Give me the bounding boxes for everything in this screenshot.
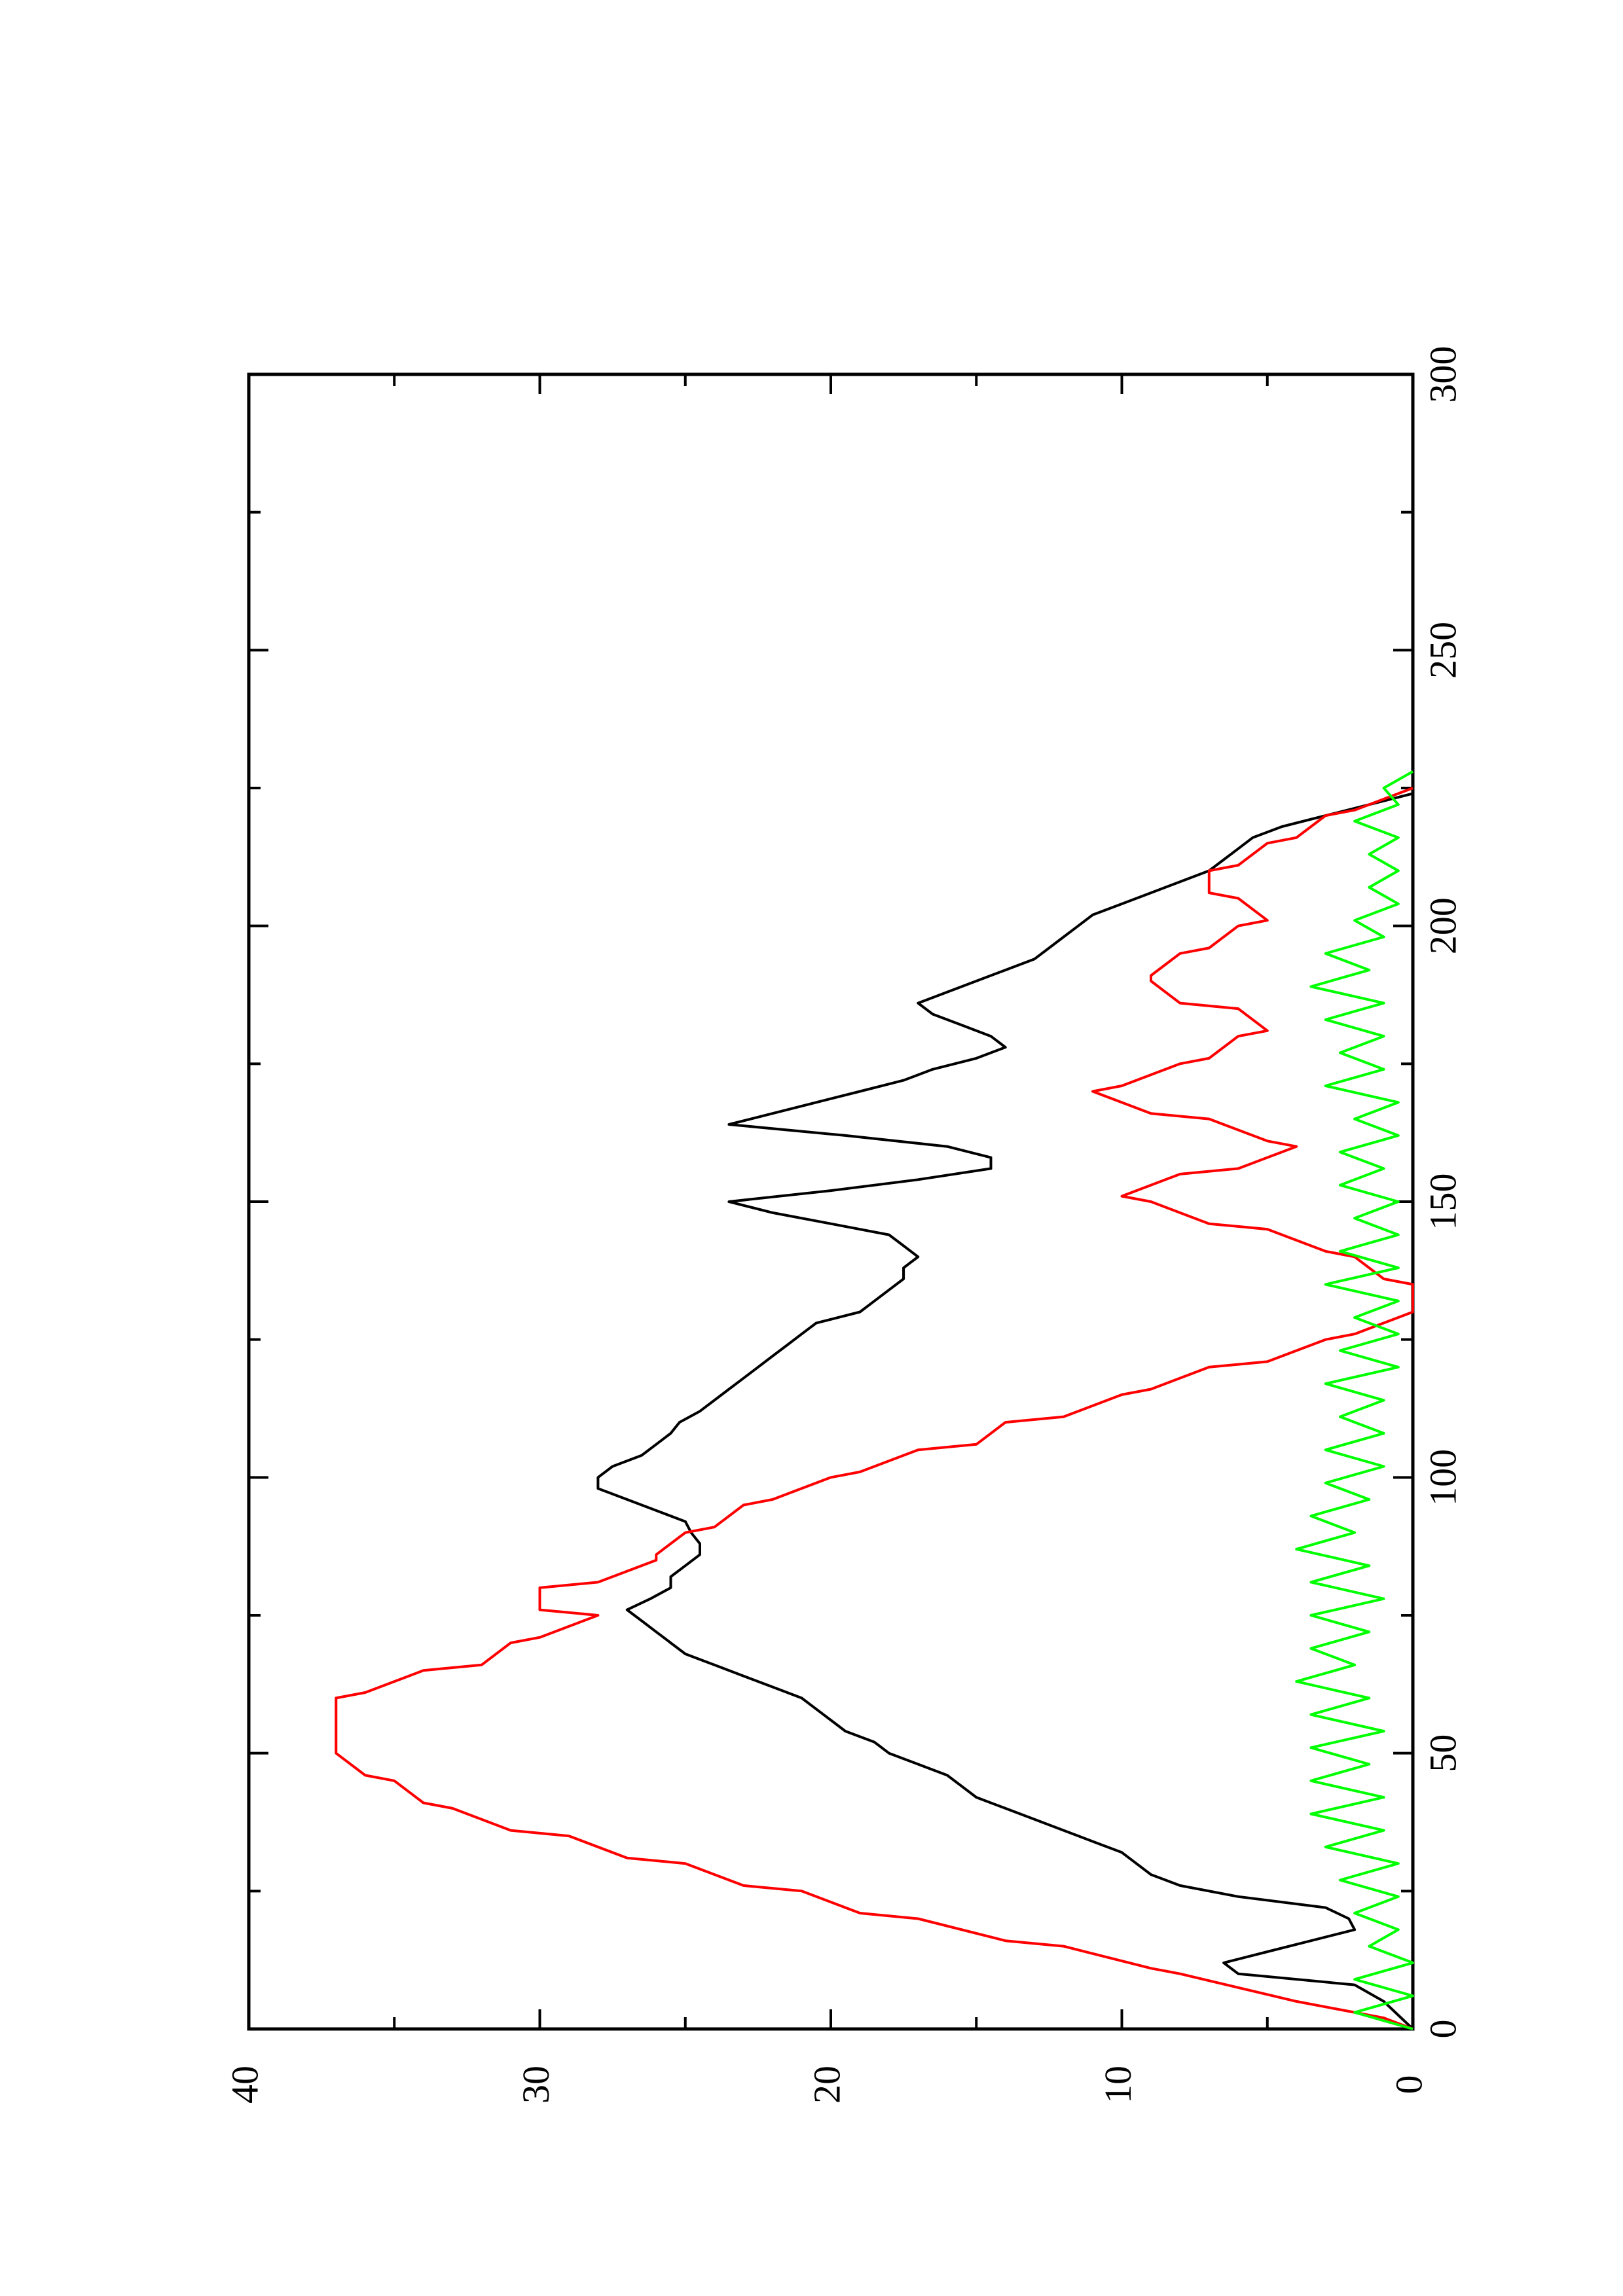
- axis-tick-labels: 0 50 100 150 200 250 300 0 10 20 30 40: [223, 346, 1464, 2104]
- x-tick-label: 0: [1421, 2020, 1464, 2039]
- axis-ticks: [247, 373, 1414, 2030]
- series-group: [335, 770, 1414, 2030]
- series-line-3: [1295, 770, 1414, 2030]
- y-tick-label: 30: [515, 2066, 557, 2104]
- x-tick-label: 200: [1421, 897, 1464, 954]
- x-tick-label: 50: [1421, 1734, 1464, 1772]
- plot-frame: [247, 372, 1415, 2031]
- x-tick-label: 250: [1421, 622, 1464, 679]
- y-tick-label: 20: [805, 2066, 848, 2104]
- x-tick-label: 300: [1421, 346, 1464, 403]
- y-tick-label: 40: [223, 2066, 266, 2104]
- y-tick-label: 0: [1387, 2075, 1430, 2094]
- x-tick-label: 150: [1421, 1174, 1464, 1230]
- x-tick-label: 100: [1421, 1449, 1464, 1506]
- series-line-2: [335, 787, 1414, 2030]
- series-line-1: [596, 792, 1414, 2030]
- y-tick-label: 10: [1097, 2066, 1139, 2104]
